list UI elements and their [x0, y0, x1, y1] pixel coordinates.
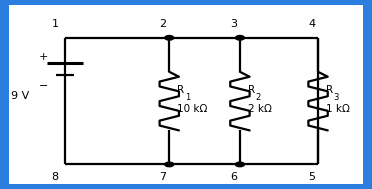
Text: 3: 3 [334, 93, 339, 102]
Text: 6: 6 [230, 172, 237, 182]
Text: 9 V: 9 V [11, 91, 30, 101]
Text: 1: 1 [185, 93, 190, 102]
Text: 2: 2 [256, 93, 261, 102]
Circle shape [235, 36, 244, 40]
Text: R: R [177, 85, 185, 95]
Circle shape [165, 36, 174, 40]
Text: 1 kΩ: 1 kΩ [326, 104, 350, 114]
Text: 8: 8 [51, 172, 59, 182]
Text: 3: 3 [230, 19, 237, 29]
Text: −: − [39, 81, 49, 91]
Circle shape [235, 162, 244, 167]
Text: 7: 7 [159, 172, 167, 182]
Text: +: + [39, 52, 49, 62]
FancyBboxPatch shape [9, 5, 363, 184]
Text: R: R [326, 85, 333, 95]
Text: 10 kΩ: 10 kΩ [177, 104, 208, 114]
Text: 2 kΩ: 2 kΩ [248, 104, 272, 114]
Circle shape [165, 162, 174, 167]
Text: 4: 4 [308, 19, 315, 29]
Text: 1: 1 [52, 19, 58, 29]
Text: 2: 2 [159, 19, 167, 29]
Text: R: R [248, 85, 255, 95]
Text: 5: 5 [308, 172, 315, 182]
